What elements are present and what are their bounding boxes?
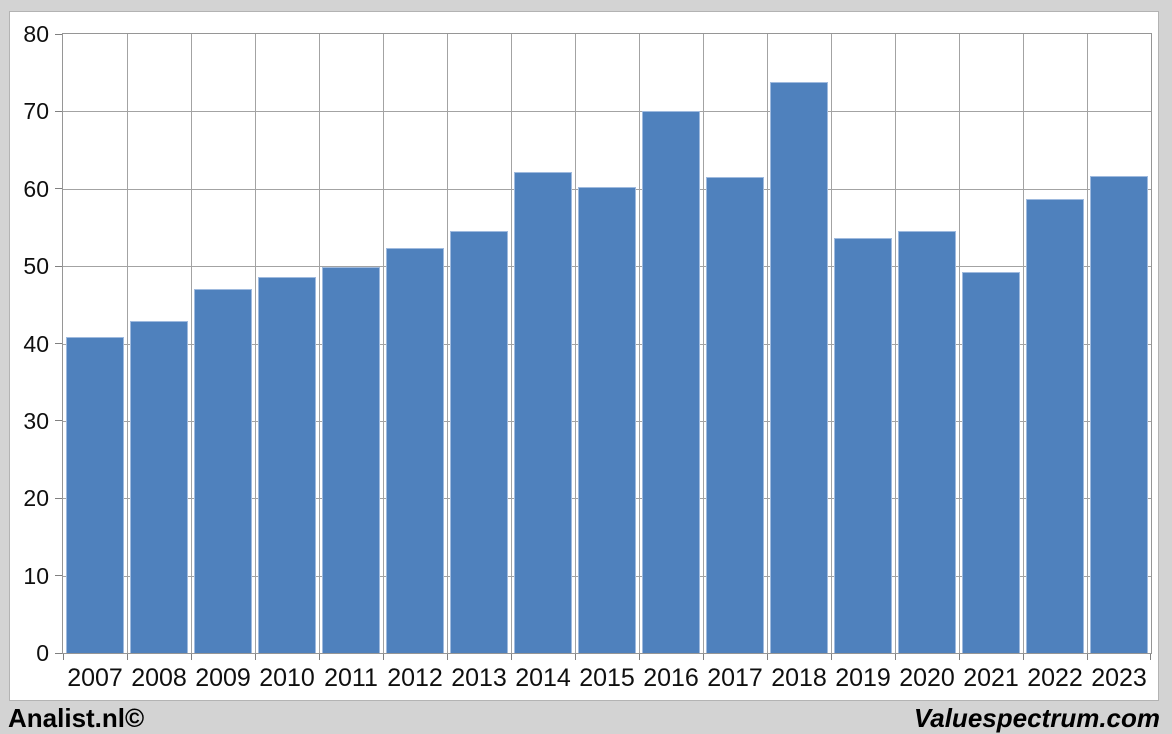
x-tick-0 (63, 654, 64, 660)
bar-2016 (642, 111, 700, 653)
x-tick-13 (895, 654, 896, 660)
y-tick-30 (55, 420, 62, 422)
x-tick-11 (767, 654, 768, 660)
v-gridline-16 (1087, 34, 1088, 653)
x-axis-label-2017: 2017 (707, 664, 763, 692)
y-axis-label-60: 60 (23, 175, 49, 202)
x-tick-3 (255, 654, 256, 660)
x-axis-label-2014: 2014 (515, 664, 571, 692)
x-tick-14 (959, 654, 960, 660)
x-axis-label-2023: 2023 (1091, 664, 1147, 692)
x-axis-label-2007: 2007 (67, 664, 123, 692)
bar-2020 (898, 230, 956, 653)
v-gridline-8 (575, 34, 576, 653)
x-tick-17 (1150, 654, 1151, 660)
bar-2009 (194, 289, 252, 653)
bar-2023 (1090, 175, 1148, 653)
bar-2013 (450, 231, 508, 653)
x-tick-6 (447, 654, 448, 660)
bar-2007 (66, 337, 124, 653)
bar-2010 (258, 276, 316, 653)
x-axis-label-2013: 2013 (451, 664, 507, 692)
x-axis-label-2012: 2012 (387, 664, 443, 692)
v-gridline-15 (1023, 34, 1024, 653)
bar-2021 (962, 272, 1020, 653)
x-axis-label-2019: 2019 (835, 664, 891, 692)
plot-area: 0 10 20 30 40 50 60 70 80 2007 2008 2009 2010 2011 201… (23, 22, 1152, 692)
bar-2014 (514, 171, 572, 653)
source-label-analist: Analist.nl© (8, 703, 145, 733)
x-axis-label-2011: 2011 (324, 664, 378, 692)
bar-2015 (578, 187, 636, 653)
y-tick-60 (55, 188, 62, 190)
v-gridline-3 (255, 34, 256, 653)
x-axis-label-2022: 2022 (1027, 664, 1083, 692)
v-gridline-9 (639, 34, 640, 653)
v-gridline-2 (191, 34, 192, 653)
bar-2008 (130, 321, 188, 653)
v-gridline-12 (831, 34, 832, 653)
x-axis-label-2016: 2016 (643, 664, 699, 692)
y-tick-10 (55, 575, 62, 577)
x-tick-8 (575, 654, 576, 660)
x-tick-12 (831, 654, 832, 660)
y-axis-label-40: 40 (23, 330, 49, 357)
y-axis-label-50: 50 (23, 253, 49, 280)
v-gridline-1 (127, 34, 128, 653)
x-axis-label-2009: 2009 (195, 664, 251, 692)
x-axis-label-2018: 2018 (771, 664, 827, 692)
x-axis-label-2021: 2021 (963, 664, 1019, 692)
x-tick-4 (319, 654, 320, 660)
x-tick-1 (127, 654, 128, 660)
v-gridline-10 (703, 34, 704, 653)
y-tick-0 (55, 652, 62, 654)
x-tick-2 (191, 654, 192, 660)
v-gridline-11 (767, 34, 768, 653)
h-gridline-70 (63, 111, 1151, 113)
y-tick-50 (55, 265, 62, 267)
v-gridline-13 (895, 34, 896, 653)
y-tick-70 (55, 110, 62, 112)
bar-2019 (834, 237, 892, 653)
x-axis-label-2020: 2020 (899, 664, 955, 692)
x-tick-16 (1087, 654, 1088, 660)
bar-2017 (706, 177, 764, 653)
y-axis-label-80: 80 (23, 21, 49, 47)
x-tick-9 (639, 654, 640, 660)
x-axis-label-2010: 2010 (259, 664, 315, 692)
y-tick-20 (55, 497, 62, 499)
y-tick-40 (55, 343, 62, 344)
y-axis-label-70: 70 (23, 98, 49, 125)
y-axis-label-10: 10 (23, 562, 49, 589)
bar-2012 (386, 248, 444, 653)
y-tick-80 (55, 33, 62, 35)
v-gridline-5 (383, 34, 384, 653)
x-tick-15 (1023, 654, 1024, 660)
bar-2011 (322, 266, 380, 653)
v-gridline-14 (959, 34, 960, 653)
bar-2022 (1026, 198, 1084, 653)
chart-panel: 0 10 20 30 40 50 60 70 80 2007 2008 2009 2010 2011 201… (9, 11, 1159, 701)
x-axis-label-2015: 2015 (579, 664, 635, 692)
footer-bar: Analist.nl© Valuespectrum.com (0, 701, 1172, 734)
bar-2018 (770, 81, 828, 653)
v-gridline-7 (511, 34, 512, 653)
v-gridline-6 (447, 34, 448, 653)
y-axis-label-30: 30 (23, 407, 49, 434)
x-tick-7 (511, 654, 512, 660)
y-axis-label-0: 0 (36, 640, 49, 666)
x-axis-label-2008: 2008 (131, 664, 187, 692)
v-gridline-4 (319, 34, 320, 653)
y-axis-label-20: 20 (23, 485, 49, 512)
source-label-valuespectrum: Valuespectrum.com (913, 703, 1160, 733)
x-tick-5 (383, 654, 384, 660)
x-tick-10 (703, 654, 704, 660)
